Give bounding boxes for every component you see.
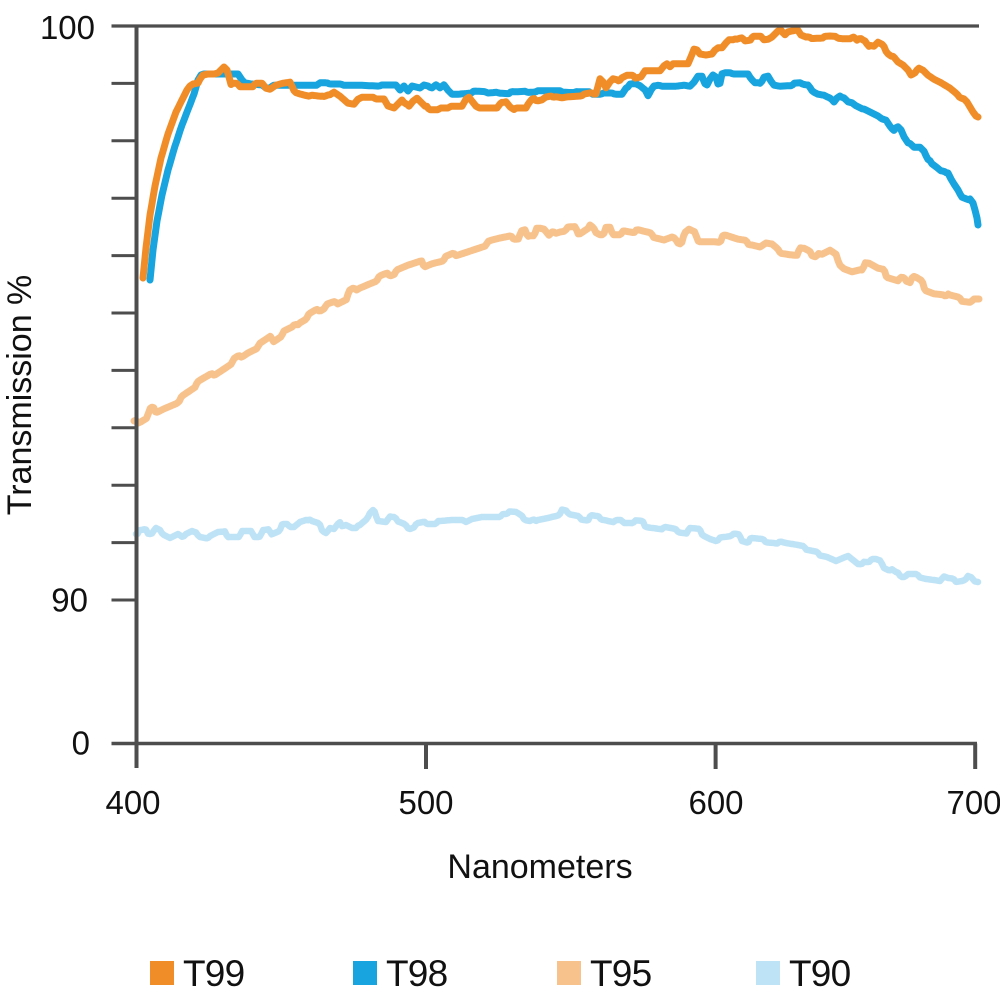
svg-text:T90: T90 [789, 953, 851, 994]
svg-text:600: 600 [688, 784, 743, 821]
svg-text:T95: T95 [590, 953, 652, 994]
svg-text:Nanometers: Nanometers [447, 848, 632, 886]
svg-text:500: 500 [398, 784, 453, 821]
svg-text:90: 90 [51, 582, 88, 619]
svg-text:0: 0 [72, 725, 90, 762]
svg-text:T98: T98 [386, 953, 447, 994]
svg-text:100: 100 [40, 9, 95, 46]
svg-text:700: 700 [946, 784, 1000, 821]
svg-text:T99: T99 [183, 953, 244, 994]
svg-text:400: 400 [105, 784, 160, 821]
svg-text:Transmission %: Transmission % [1, 275, 39, 516]
